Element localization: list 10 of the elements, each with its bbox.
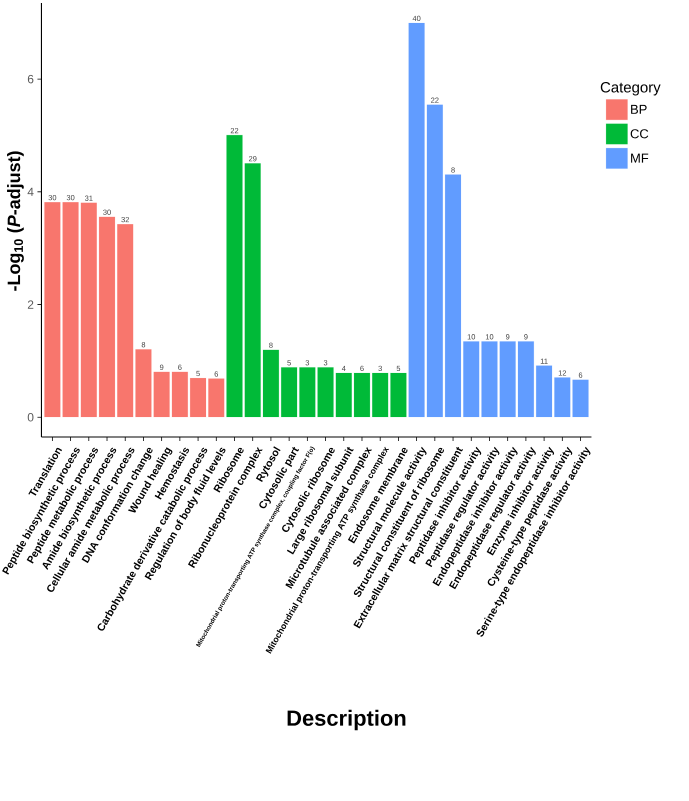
x-axis-title: Description bbox=[287, 710, 406, 730]
legend-title: Category bbox=[600, 82, 660, 96]
y-tick-label: 4 bbox=[27, 188, 34, 196]
y-tick-label: 6 bbox=[28, 74, 34, 84]
y-axis-title: -Log$_{10}$ (P-adjust) bbox=[6, 151, 24, 291]
legend-label: BP bbox=[630, 104, 646, 114]
y-tick-label: 0 bbox=[28, 413, 34, 422]
y-tick-label: 2 bbox=[28, 300, 34, 309]
legend-label: CC bbox=[630, 129, 648, 138]
legend-label: MF bbox=[630, 154, 648, 163]
